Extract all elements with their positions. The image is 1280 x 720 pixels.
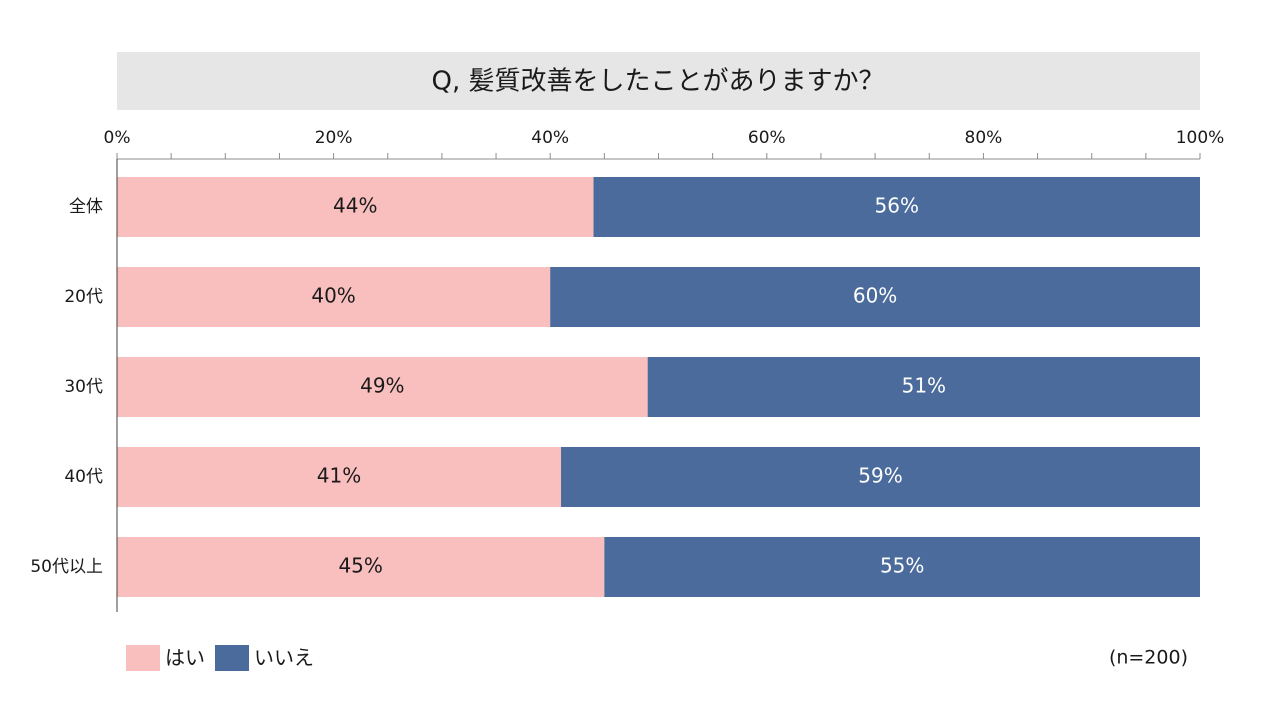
bar-yes-overall [117,177,594,237]
x-tick-label: 20% [315,128,353,148]
data-labels: 44% 56% 40% 60% 49% 51% 41% 59% 45% 55% [311,194,946,578]
bar-yes-20s [117,267,551,327]
data-label-yes-overall: 44% [333,194,377,218]
legend: はい いいえ [126,645,314,671]
data-label-yes-40s: 41% [317,464,361,488]
x-tick-label: 0% [104,128,131,148]
data-label-no-20s: 60% [853,284,897,308]
bar-yes-30s [117,357,648,417]
legend-swatch-no [215,645,249,671]
legend-label-yes: はい [165,646,205,670]
bars [117,177,1200,597]
x-tick-label: 60% [748,128,786,148]
data-label-yes-50s-plus: 45% [338,554,382,578]
bar-no-overall [593,177,1200,237]
x-tick-label: 100% [1176,128,1225,148]
bar-yes-50s-plus [117,537,605,597]
bar-yes-40s [117,447,562,507]
bar-no-50s-plus [604,537,1200,597]
x-axis: 0% 20% 40% 60% 80% 100% [104,128,1225,160]
x-tick-label: 80% [965,128,1003,148]
category-label-30s: 30代 [64,377,103,397]
data-label-yes-20s: 40% [311,284,355,308]
category-label-20s: 20代 [64,287,103,307]
x-tick-label: 40% [531,128,569,148]
legend-label-no: いいえ [254,646,314,670]
title-band [117,52,1200,110]
data-label-no-50s-plus: 55% [880,554,924,578]
title-area: Q, 髪質改善をしたことがありますか？ [117,52,1200,110]
category-labels: 全体 20代 30代 40代 50代以上 [30,197,103,577]
category-label-overall: 全体 [69,197,103,217]
data-label-no-overall: 56% [875,194,919,218]
data-label-no-30s: 51% [902,374,946,398]
bar-no-40s [561,447,1200,507]
legend-swatch-yes [126,645,160,671]
sample-size-note: (n=200) [1109,647,1188,669]
bar-no-20s [550,267,1200,327]
chart-title: Q, 髪質改善をしたことがありますか？ [432,67,885,97]
category-label-50s-plus: 50代以上 [30,557,103,577]
bar-no-30s [647,357,1200,417]
data-label-yes-30s: 49% [360,374,404,398]
data-label-no-40s: 59% [858,464,902,488]
category-label-40s: 40代 [64,467,103,487]
